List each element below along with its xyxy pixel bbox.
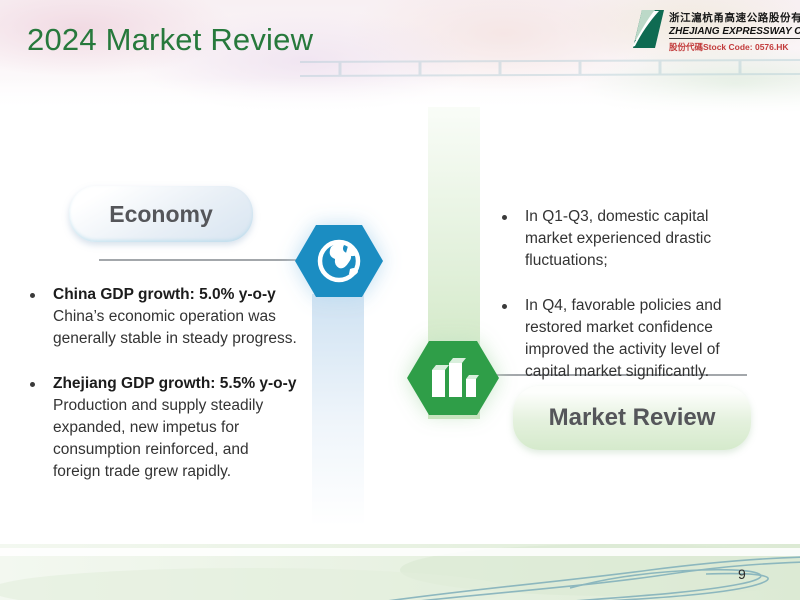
bullet-body: China’s economic operation was generally…	[53, 308, 297, 347]
bullet-body: In Q4, favorable policies and restored m…	[525, 297, 722, 380]
expressway-logo-icon	[633, 10, 664, 48]
list-item: Zhejiang GDP growth: 5.5% y-o-y Producti…	[30, 373, 298, 483]
bullet-dot	[30, 382, 35, 387]
landscape-road-art	[0, 544, 800, 600]
bridge-sketch-art	[300, 59, 800, 77]
market-review-bullet-list: In Q1-Q3, domestic capital market experi…	[502, 206, 760, 383]
blue-ribbon	[312, 294, 364, 526]
bar-chart-icon	[407, 341, 499, 415]
stock-code-label-cn: 股份代碼	[669, 42, 704, 52]
stock-code: 股份代碼Stock Code: 0576.HK	[669, 41, 800, 53]
bullet-dot	[30, 293, 35, 298]
bullet-dot	[502, 215, 507, 220]
bullet-body: In Q1-Q3, domestic capital market experi…	[525, 208, 712, 269]
bullet-dot	[502, 304, 507, 309]
page-title: 2024 Market Review	[27, 22, 314, 57]
bullet-title: China GDP growth: 5.0% y-o-y	[53, 286, 276, 303]
list-item: China GDP growth: 5.0% y-o-y China’s eco…	[30, 284, 298, 350]
economy-bullet-list: China GDP growth: 5.0% y-o-y China’s eco…	[30, 284, 298, 483]
market-connector-line	[497, 374, 747, 376]
company-logo: 浙江滬杭甬高速公路股份有限公司 ZHEJIANG EXPRESSWAY CO.,…	[633, 10, 800, 53]
list-item: In Q1-Q3, domestic capital market experi…	[502, 206, 760, 272]
economy-connector-line	[99, 259, 300, 261]
bullet-title: Zhejiang GDP growth: 5.5% y-o-y	[53, 375, 297, 392]
economy-heading: Economy	[69, 186, 253, 242]
stock-code-value: Stock Code: 0576.HK	[703, 42, 789, 52]
page-number: 9	[738, 566, 746, 582]
company-name-en: ZHEJIANG EXPRESSWAY CO., LTD.	[669, 26, 800, 39]
globe-icon	[295, 225, 383, 297]
list-item: In Q4, favorable policies and restored m…	[502, 295, 760, 383]
company-name-cn: 浙江滬杭甬高速公路股份有限公司	[669, 12, 800, 24]
watercolor-fade	[0, 78, 800, 118]
bullet-body: Production and supply steadily expanded,…	[53, 397, 264, 480]
market-review-heading: Market Review	[513, 386, 751, 450]
